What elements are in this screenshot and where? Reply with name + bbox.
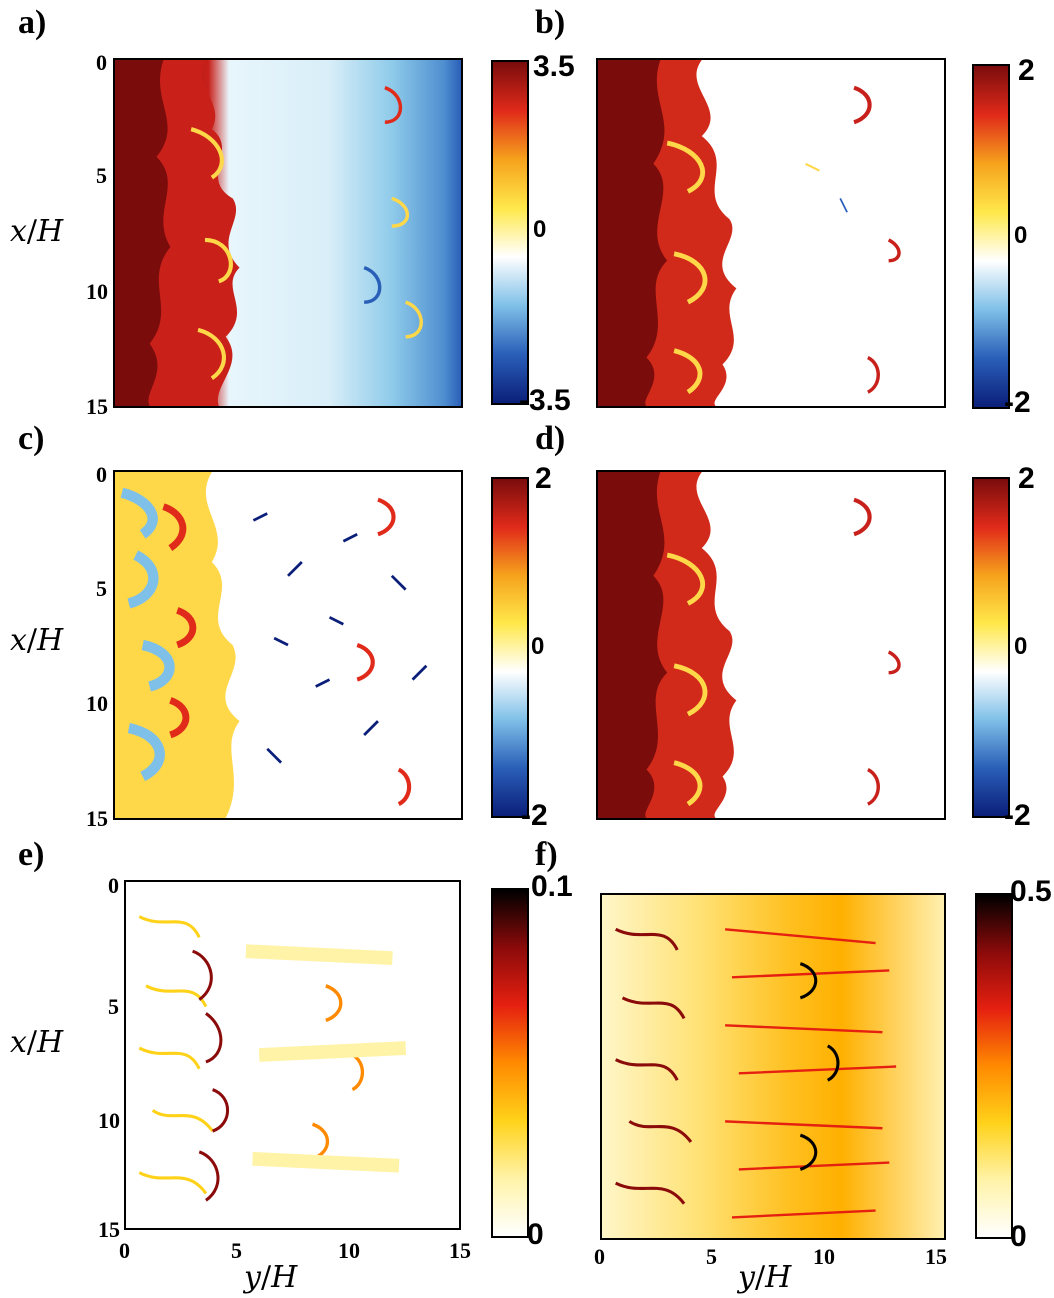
panel-c-cbar-mid: 0 — [531, 633, 545, 660]
panel-a-ytick-5: 5 — [96, 163, 107, 188]
panel-a-cbar-mid: 0 — [533, 216, 547, 243]
panel-e-ytick-5: 5 — [108, 994, 119, 1019]
panel-f-cbar-max: 0.5 — [1010, 875, 1052, 908]
panel-b-cbar-max: 2 — [1018, 54, 1035, 87]
panel-c-letter: c) — [18, 420, 45, 457]
panel-e-cbar-max: 0.1 — [531, 870, 573, 903]
panel-b-colorbar — [972, 64, 1010, 409]
panel-c-ytick-0: 0 — [96, 462, 107, 487]
panel-a-letter: a) — [18, 4, 47, 41]
panel-a-ytick-10: 10 — [86, 279, 108, 304]
panel-d-field — [596, 470, 946, 820]
panel-a-field — [113, 58, 463, 408]
panel-c-ytick-5: 5 — [96, 576, 107, 601]
panel-c-colorbar — [491, 477, 529, 818]
panel-e-cbar-min: 0 — [527, 1218, 544, 1251]
panel-a-ylabel: x/H — [10, 214, 64, 249]
panel-b-field — [596, 58, 946, 408]
panel-c-ylabel: x/H — [10, 623, 64, 658]
panel-e-xtick-5: 5 — [231, 1238, 242, 1263]
panel-d-cbar-min: -2 — [1004, 799, 1031, 832]
panel-f-xtick-15: 15 — [925, 1244, 947, 1269]
panel-e-ylabel: x/H — [10, 1025, 64, 1060]
panel-e-xtick-0: 0 — [119, 1238, 130, 1263]
panel-e-ytick-0: 0 — [108, 873, 119, 898]
panel-f-xtick-0: 0 — [594, 1244, 605, 1269]
panel-f-colorbar — [975, 893, 1013, 1239]
panel-d-cbar-mid: 0 — [1014, 633, 1028, 660]
panel-c-ytick-10: 10 — [86, 691, 108, 716]
panel-d-letter: d) — [535, 420, 566, 457]
panel-f-xtick-10: 10 — [813, 1244, 835, 1269]
panel-c-cbar-min: -2 — [521, 799, 548, 832]
panel-a-cbar-max: 3.5 — [533, 50, 575, 83]
panel-e-xtick-10: 10 — [338, 1238, 360, 1263]
panel-a-ytick-0: 0 — [96, 50, 107, 75]
panel-d-cbar-max: 2 — [1018, 462, 1035, 495]
panel-f-xtick-5: 5 — [706, 1244, 717, 1269]
panel-e-field — [124, 880, 461, 1230]
panel-a-cbar-min: -3.5 — [519, 384, 571, 417]
panel-d-colorbar — [972, 477, 1010, 818]
panel-b-letter: b) — [535, 4, 566, 41]
panel-f-xlabel: y/H — [738, 1260, 792, 1295]
panel-e-ytick-10: 10 — [98, 1108, 120, 1133]
panel-f-cbar-min: 0 — [1010, 1220, 1027, 1253]
panel-e-xtick-15: 15 — [449, 1238, 471, 1263]
panel-e-letter: e) — [18, 836, 45, 873]
panel-c-field — [113, 470, 463, 820]
panel-b-cbar-min: -2 — [1004, 386, 1031, 419]
panel-c-cbar-max: 2 — [535, 462, 552, 495]
panel-c-ytick-15: 15 — [86, 806, 108, 831]
panel-a-ytick-15: 15 — [86, 394, 108, 419]
panel-e-xlabel: y/H — [244, 1260, 298, 1295]
panel-e-ytick-15: 15 — [98, 1217, 120, 1242]
panel-a-colorbar — [491, 60, 529, 405]
panel-e-colorbar — [491, 888, 529, 1238]
panel-f-letter: f) — [535, 836, 558, 873]
panel-f-field — [600, 893, 946, 1240]
panel-b-cbar-mid: 0 — [1014, 222, 1028, 249]
